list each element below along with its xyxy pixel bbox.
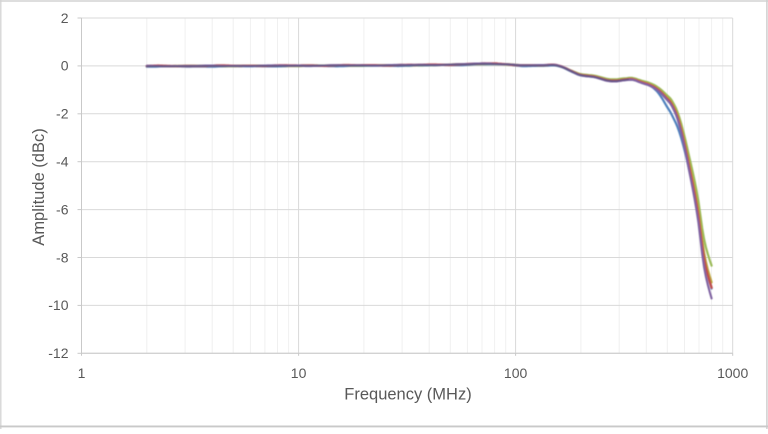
svg-text:10: 10 — [291, 365, 307, 381]
svg-text:Amplitude (dBc): Amplitude (dBc) — [30, 128, 48, 245]
svg-text:1000: 1000 — [717, 365, 748, 381]
svg-text:-12: -12 — [48, 345, 68, 361]
svg-text:2: 2 — [61, 10, 69, 26]
svg-text:-8: -8 — [56, 249, 69, 265]
svg-text:100: 100 — [504, 365, 528, 381]
svg-text:1: 1 — [78, 365, 86, 381]
svg-text:0: 0 — [61, 58, 69, 74]
svg-text:-4: -4 — [56, 154, 69, 170]
svg-text:-10: -10 — [48, 297, 68, 313]
svg-text:-2: -2 — [56, 106, 69, 122]
svg-text:Frequency (MHz): Frequency (MHz) — [344, 386, 471, 404]
svg-text:-6: -6 — [56, 201, 69, 217]
